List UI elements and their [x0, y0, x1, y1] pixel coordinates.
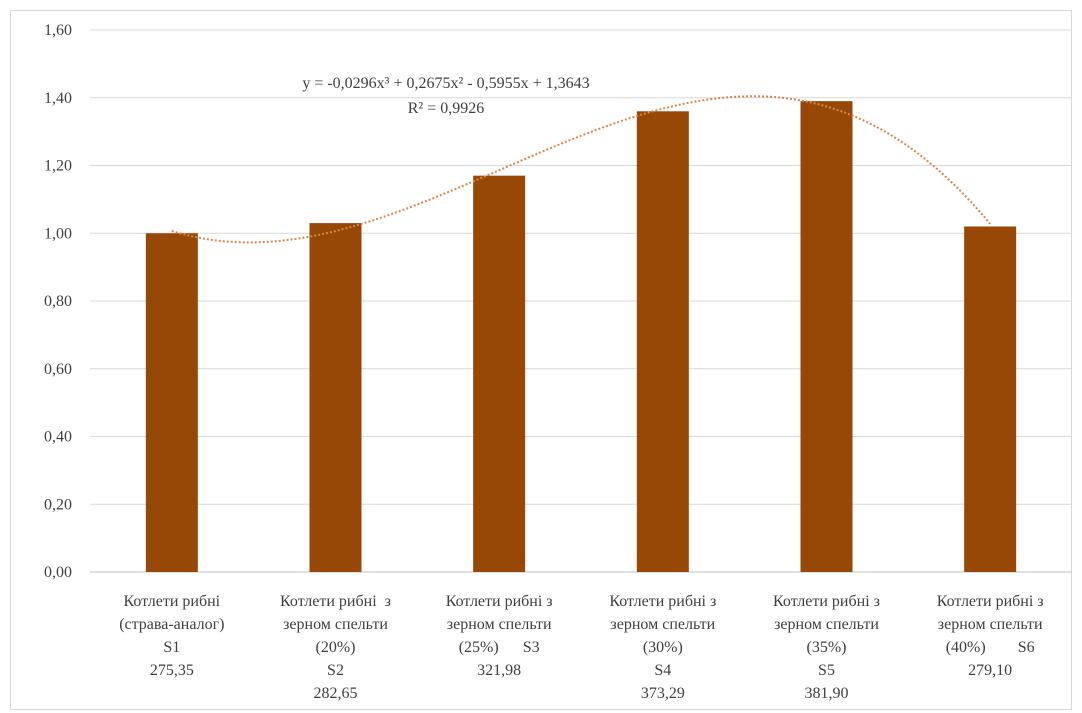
y-tick-label: 0,80	[44, 293, 72, 310]
y-tick-label: 0,00	[44, 564, 72, 581]
x-category-label: Котлети рибні з зерном спельти (30%) S4 373,…	[609, 593, 716, 702]
trendline-r-squared: R² = 0,9926	[408, 100, 485, 117]
bar	[145, 233, 198, 572]
bar	[964, 226, 1017, 572]
bar	[636, 111, 689, 573]
y-axis-tick-labels: 0,00 0,20 0,40 0,60 0,80 1,00 1,20 1,40 1,60	[44, 22, 72, 581]
x-category-label: Котлети рибні з зерном спельти (40%) S6 279…	[937, 593, 1044, 679]
y-tick-label: 1,60	[44, 22, 72, 39]
y-tick-label: 1,20	[44, 158, 72, 175]
y-tick-label: 1,00	[44, 225, 72, 242]
y-tick-label: 0,40	[44, 429, 72, 446]
trendline-equation: y = -0,0296x³ + 0,2675x² - 0,5955x + 1,3…	[302, 75, 589, 92]
y-tick-label: 1,40	[44, 90, 72, 107]
bar	[473, 175, 526, 572]
x-category-label: Котлети рибні з зерном спельти (25%) S3 321…	[446, 593, 553, 679]
x-category-label: Котлети рибні з зерном спельти (20%) S2 282,…	[280, 593, 391, 702]
x-category-label: Котлети рибні з зерном спельти (35%) S5 381,…	[773, 593, 880, 702]
bar	[309, 223, 362, 572]
y-tick-label: 0,20	[44, 496, 72, 513]
x-category-label: Котлети рибні (страва-аналог) S1 275,35	[119, 593, 224, 679]
y-tick-label: 0,60	[44, 361, 72, 378]
category-labels: Котлети рибні (страва-аналог) S1 275,35 Котл…	[119, 593, 1043, 702]
trendline	[171, 95, 991, 244]
gridlines	[90, 29, 1072, 573]
bars	[145, 101, 1017, 573]
bar	[800, 101, 853, 572]
